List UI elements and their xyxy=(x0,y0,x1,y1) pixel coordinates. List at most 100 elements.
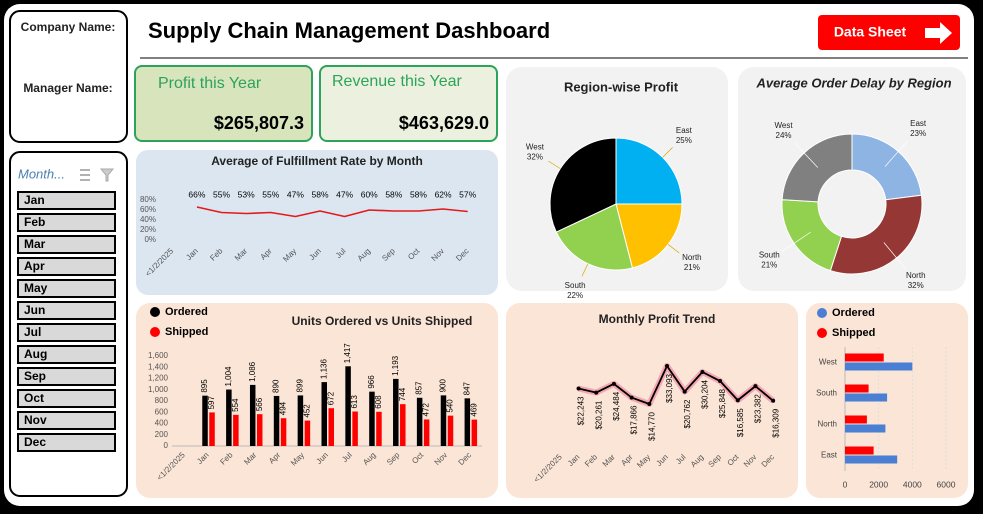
info-box xyxy=(9,10,128,143)
data-label: $16,309 xyxy=(771,408,780,437)
slicer-item[interactable] xyxy=(17,389,116,408)
bar xyxy=(273,395,280,446)
data-label: $25,848 xyxy=(718,388,727,417)
bar xyxy=(233,414,239,446)
slicer-item-label[interactable]: Feb xyxy=(24,215,45,229)
legend-marker xyxy=(150,327,160,337)
bar xyxy=(304,420,311,446)
point xyxy=(682,389,687,394)
slicer-item-label[interactable]: Aug xyxy=(24,347,47,361)
slicer-item-label[interactable]: Dec xyxy=(24,435,46,449)
slicer-item-label[interactable]: Jul xyxy=(24,325,41,339)
data-label: 47% xyxy=(336,189,353,199)
legend-label: Shipped xyxy=(832,327,875,339)
data-sheet-button[interactable] xyxy=(818,15,960,50)
data-label: 494 xyxy=(279,401,288,415)
point xyxy=(665,364,669,368)
slice-label: North xyxy=(682,253,702,262)
charts: Average of Fulfillment Rate by Month0%20… xyxy=(140,75,956,489)
data-label: $30,204 xyxy=(700,379,709,408)
slicer-item-label[interactable]: May xyxy=(24,281,48,295)
data-label: $20,762 xyxy=(683,399,692,428)
x-tick-label: 2000 xyxy=(869,479,888,489)
data-label: 1,417 xyxy=(343,343,352,364)
kpi-label: Revenue this Year xyxy=(332,73,463,90)
slicer-item[interactable] xyxy=(17,235,116,254)
data-label: $22,243 xyxy=(577,396,586,425)
data-label: 847 xyxy=(462,381,471,395)
bar xyxy=(297,395,304,446)
bar xyxy=(845,362,913,371)
kpi-card xyxy=(319,65,498,142)
slicer-item[interactable] xyxy=(17,345,116,364)
slice-value: 32% xyxy=(527,153,543,162)
slicer-item[interactable] xyxy=(17,257,116,276)
slice-value: 21% xyxy=(761,260,777,269)
y-tick-label: 0 xyxy=(164,441,169,450)
data-label: 58% xyxy=(410,189,427,199)
arrow-icon[interactable] xyxy=(925,22,952,44)
data-label: 58% xyxy=(311,189,328,199)
leader-line xyxy=(548,160,561,169)
line xyxy=(196,206,468,218)
x-tick-label: 4000 xyxy=(903,479,922,489)
point xyxy=(629,395,634,400)
leader-line xyxy=(794,142,819,168)
y-tick-label: 80% xyxy=(140,195,156,204)
slicer-item[interactable] xyxy=(17,411,116,430)
manager-label: Manager Name: xyxy=(23,81,112,95)
bar xyxy=(280,418,287,446)
slicer-item-label[interactable]: Jun xyxy=(24,303,45,317)
slicer-title: Month... xyxy=(18,166,65,181)
data-label: 55% xyxy=(262,189,279,199)
y-tick-label: 400 xyxy=(155,419,169,428)
kpi-card xyxy=(134,65,313,142)
data-label: 57% xyxy=(459,189,476,199)
point xyxy=(753,384,758,389)
data-label: $20,261 xyxy=(594,400,603,429)
bar xyxy=(345,366,351,446)
data-label: 966 xyxy=(367,375,376,389)
slicer-item[interactable] xyxy=(17,367,116,386)
leader-line xyxy=(667,244,680,254)
data-label: 857 xyxy=(415,381,424,395)
data-label: 672 xyxy=(326,391,335,405)
slicer-item-label[interactable]: Sep xyxy=(24,369,46,383)
slicer-item-label[interactable]: Apr xyxy=(24,259,45,273)
data-label: $23,382 xyxy=(754,394,763,423)
bar xyxy=(464,398,471,446)
slicer-item[interactable] xyxy=(17,213,116,232)
bar xyxy=(423,419,430,446)
leader-line xyxy=(782,231,811,252)
chart-title: Region-wise Profit xyxy=(564,79,679,94)
y-tick-label: 1,200 xyxy=(148,374,169,383)
bar xyxy=(845,353,884,362)
data-label: $17,866 xyxy=(630,405,639,434)
data-label: $16,585 xyxy=(736,408,745,437)
bar xyxy=(845,446,874,455)
slicer-item[interactable] xyxy=(17,323,116,342)
y-tick-label: West xyxy=(819,358,838,367)
slicer-item-label[interactable]: Jan xyxy=(24,193,45,207)
slice xyxy=(555,203,634,271)
slicer-item[interactable] xyxy=(17,301,116,320)
slicer-item[interactable] xyxy=(17,191,116,210)
data-label: 452 xyxy=(303,404,312,418)
slicer-item[interactable] xyxy=(17,279,116,298)
y-tick-label: 0% xyxy=(144,235,156,244)
slicer-item-label[interactable]: Oct xyxy=(24,391,44,405)
slicer-item[interactable] xyxy=(17,433,116,452)
point xyxy=(771,398,776,403)
line xyxy=(578,365,774,405)
slicer-item-label[interactable]: Nov xyxy=(24,413,47,427)
point xyxy=(576,386,581,391)
data-label: 1,086 xyxy=(248,361,257,382)
bar xyxy=(352,411,358,446)
y-tick-label: 600 xyxy=(155,407,169,416)
slice-value: 25% xyxy=(676,136,692,145)
button-label[interactable]: Data Sheet xyxy=(834,24,907,40)
bar xyxy=(447,415,454,446)
data-label: 608 xyxy=(374,395,383,409)
slicer-item-label[interactable]: Mar xyxy=(24,237,46,251)
